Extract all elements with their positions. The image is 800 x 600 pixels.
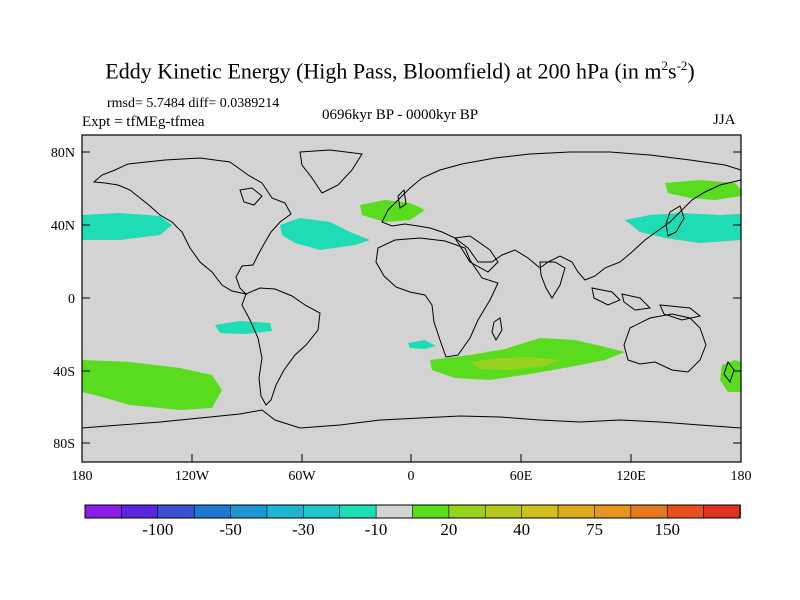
colorbar-frame <box>84 504 741 519</box>
anomaly-patch-europe <box>360 200 425 222</box>
anomaly-patch-new-zealand <box>720 360 741 392</box>
lat-label: 40S <box>53 365 75 380</box>
colorbar-label: -50 <box>219 520 242 539</box>
lon-label: 180 <box>731 469 752 484</box>
lon-label: 60E <box>510 469 533 484</box>
experiment-label: Expt = tfMEg-tfmea <box>82 114 205 130</box>
colorbar-swatch <box>630 504 669 519</box>
period-label: 0696kyr BP - 0000kyr BP <box>322 107 479 123</box>
colorbar-swatch <box>484 504 523 519</box>
anomaly-patch-north-pacific <box>82 213 172 240</box>
colorbar-label: -30 <box>292 520 315 539</box>
colorbar-label: -10 <box>365 520 388 539</box>
colorbar-swatch <box>230 504 268 519</box>
colorbar-labels: -100 -50 -30 -10 20 40 75 150 <box>142 520 680 539</box>
colorbar-label: 150 <box>654 520 680 539</box>
stats-text: rmsd= 5.7484 diff= 0.0389214 <box>107 96 280 111</box>
colorbar-swatch <box>84 504 123 519</box>
colorbar-swatch <box>193 504 232 519</box>
coastlines <box>82 149 741 429</box>
season-label: JJA <box>713 112 736 128</box>
colorbar-swatch <box>303 504 341 519</box>
anomaly-patch-northwest-pacific <box>625 213 741 243</box>
colorbar-swatch <box>703 504 741 519</box>
colorbar-swatch <box>557 504 596 519</box>
lat-label: 40N <box>51 219 75 234</box>
colorbar-swatch <box>121 504 159 519</box>
lon-label: 60W <box>288 469 316 484</box>
map-background <box>82 135 741 462</box>
colorbar-swatch <box>266 504 305 519</box>
anomaly-patch-south-indian-core <box>470 357 560 370</box>
colorbar-swatch <box>448 504 487 519</box>
lon-label: 120W <box>175 469 210 484</box>
colorbar-swatch <box>375 504 414 519</box>
colorbar-swatch <box>666 504 705 519</box>
colorbar-label: 75 <box>586 520 603 539</box>
lon-label: 120E <box>616 469 646 484</box>
lat-label: 80N <box>51 146 75 161</box>
colorbar-label: -100 <box>142 520 173 539</box>
anomaly-patch-south-atlantic <box>408 340 436 349</box>
colorbar-swatch <box>157 504 195 519</box>
anomaly-patch-north-atlantic <box>280 218 370 250</box>
colorbar-label: 20 <box>440 520 457 539</box>
anomaly-patch-southeast-pacific <box>215 321 272 334</box>
lat-label: 0 <box>68 292 75 307</box>
lat-label: 80S <box>53 437 75 452</box>
lon-label: 0 <box>408 469 415 484</box>
colorbar <box>84 504 741 519</box>
latitude-axis <box>82 151 741 444</box>
colorbar-swatch <box>521 504 559 519</box>
longitude-axis <box>81 454 742 462</box>
colorbar-label: 40 <box>513 520 530 539</box>
lon-label: 180 <box>72 469 93 484</box>
chart-title: Eddy Kinetic Energy (High Pass, Bloomfie… <box>105 58 695 84</box>
colorbar-swatch <box>594 504 632 519</box>
anomaly-patch-south-pacific <box>82 360 222 410</box>
colorbar-swatch <box>339 504 377 519</box>
colorbar-swatch <box>412 504 450 519</box>
